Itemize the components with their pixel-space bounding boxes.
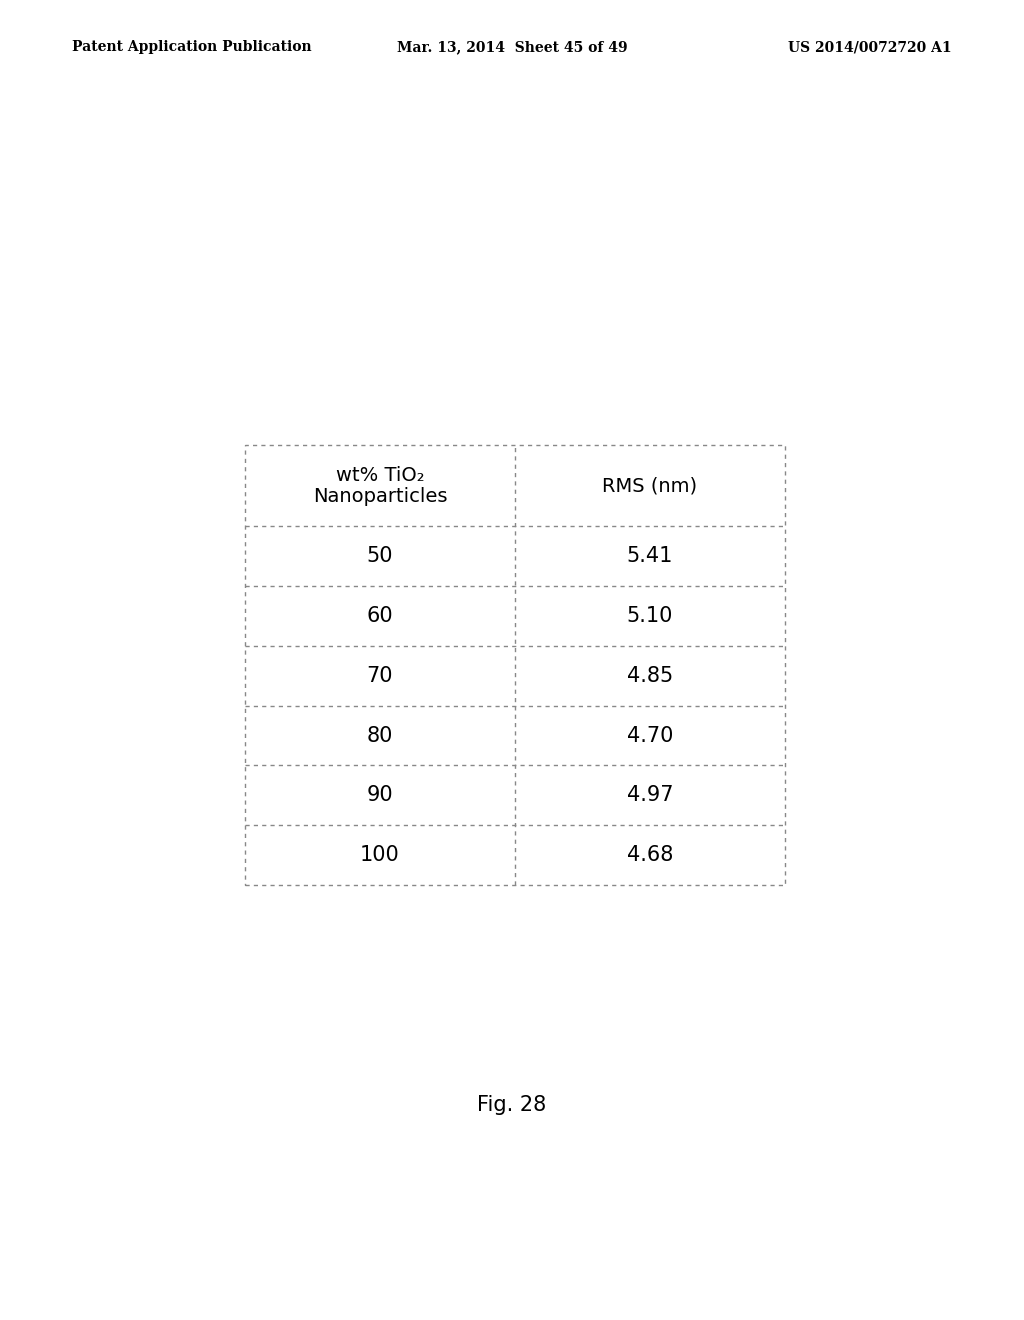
Text: RMS (nm): RMS (nm) (602, 477, 697, 495)
Text: US 2014/0072720 A1: US 2014/0072720 A1 (788, 40, 952, 54)
Text: Nanoparticles: Nanoparticles (312, 487, 447, 506)
Text: 80: 80 (367, 726, 393, 746)
Bar (245, 445, 785, 884)
Text: wt% TiO₂: wt% TiO₂ (336, 466, 424, 484)
Text: 60: 60 (367, 606, 393, 626)
Text: 100: 100 (360, 845, 400, 865)
Text: 90: 90 (367, 785, 393, 805)
Text: Fig. 28: Fig. 28 (477, 1096, 547, 1115)
Text: 5.41: 5.41 (627, 546, 673, 566)
Text: 4.68: 4.68 (627, 845, 673, 865)
Text: Mar. 13, 2014  Sheet 45 of 49: Mar. 13, 2014 Sheet 45 of 49 (396, 40, 628, 54)
Text: 50: 50 (367, 546, 393, 566)
Text: 4.70: 4.70 (627, 726, 673, 746)
Text: 5.10: 5.10 (627, 606, 673, 626)
Text: Patent Application Publication: Patent Application Publication (72, 40, 311, 54)
Text: 70: 70 (367, 665, 393, 686)
Text: 4.97: 4.97 (627, 785, 673, 805)
Text: 4.85: 4.85 (627, 665, 673, 686)
